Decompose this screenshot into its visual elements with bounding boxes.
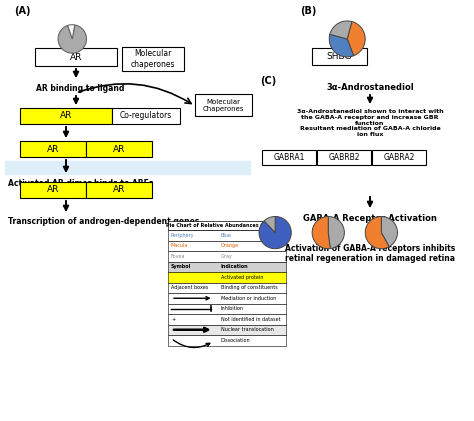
Text: Molecular
Chaperones: Molecular Chaperones bbox=[203, 99, 244, 112]
Text: Orange: Orange bbox=[220, 243, 239, 248]
Text: Activated protein: Activated protein bbox=[220, 275, 263, 280]
Wedge shape bbox=[259, 216, 291, 249]
Text: Nuclear translocation: Nuclear translocation bbox=[220, 327, 273, 332]
Text: Pie Chart of Relative Abundances Color Key:: Pie Chart of Relative Abundances Color K… bbox=[166, 223, 288, 228]
Bar bbox=[168, 230, 286, 240]
Text: Blue: Blue bbox=[220, 233, 231, 238]
Text: Indication: Indication bbox=[220, 264, 248, 269]
Bar bbox=[20, 141, 86, 157]
Text: AR binding to ligand: AR binding to ligand bbox=[36, 84, 124, 93]
Bar bbox=[312, 48, 367, 65]
Bar bbox=[372, 150, 426, 165]
Bar bbox=[168, 272, 286, 282]
Text: (A): (A) bbox=[14, 6, 30, 16]
Text: Gray: Gray bbox=[220, 254, 232, 259]
Text: AR: AR bbox=[60, 112, 72, 120]
Bar bbox=[168, 293, 286, 304]
Wedge shape bbox=[381, 216, 397, 247]
Bar bbox=[20, 108, 112, 124]
Text: GABA-A Receptor Activation: GABA-A Receptor Activation bbox=[303, 214, 437, 223]
Bar bbox=[20, 182, 86, 198]
Bar bbox=[168, 221, 286, 230]
Wedge shape bbox=[347, 21, 365, 56]
Bar bbox=[168, 240, 286, 251]
Text: (C): (C) bbox=[260, 76, 276, 86]
Text: Adjacent boxes: Adjacent boxes bbox=[171, 285, 208, 290]
Bar bbox=[195, 94, 252, 116]
Text: Not identified in dataset: Not identified in dataset bbox=[220, 317, 280, 322]
Text: Periphery: Periphery bbox=[171, 233, 194, 238]
Bar bbox=[168, 335, 286, 346]
Text: (B): (B) bbox=[300, 6, 316, 16]
Text: AR: AR bbox=[70, 53, 82, 61]
Text: GABRA2: GABRA2 bbox=[383, 153, 415, 162]
Text: GABRA1: GABRA1 bbox=[273, 153, 305, 162]
Text: 3α-Androstanediol shown to interact with
the GABA-A receptor and increase GBR
fu: 3α-Androstanediol shown to interact with… bbox=[297, 109, 443, 137]
Bar bbox=[168, 314, 286, 325]
Text: Macula: Macula bbox=[171, 243, 188, 248]
Text: Co-regulators: Co-regulators bbox=[120, 112, 172, 120]
Text: +: + bbox=[171, 317, 175, 322]
Text: AR: AR bbox=[47, 186, 59, 195]
Text: AR: AR bbox=[113, 144, 125, 154]
Text: SHBG: SHBG bbox=[327, 52, 352, 61]
Text: 3α-Androstanediol: 3α-Androstanediol bbox=[326, 83, 414, 92]
Wedge shape bbox=[58, 25, 86, 53]
Text: Symbol: Symbol bbox=[171, 264, 191, 269]
Text: Transcription of androgen-dependent genes: Transcription of androgen-dependent gene… bbox=[8, 217, 200, 226]
Text: Mediation or induction: Mediation or induction bbox=[220, 296, 276, 301]
Bar bbox=[35, 48, 117, 66]
Bar bbox=[168, 251, 286, 261]
Bar bbox=[317, 150, 371, 165]
Text: Fovea: Fovea bbox=[171, 254, 185, 259]
Text: Activated AR dimer binds to AREs: Activated AR dimer binds to AREs bbox=[8, 179, 154, 188]
Bar bbox=[168, 304, 286, 314]
Wedge shape bbox=[312, 216, 330, 249]
Text: Dissociation: Dissociation bbox=[220, 338, 250, 343]
Text: Inhibition: Inhibition bbox=[220, 306, 244, 311]
Text: Activation of GABA-A receptors inhibits
retinal regeneration in damaged retina: Activation of GABA-A receptors inhibits … bbox=[285, 244, 455, 264]
Bar bbox=[168, 325, 286, 335]
Bar bbox=[168, 282, 286, 293]
Bar bbox=[122, 47, 184, 71]
Wedge shape bbox=[328, 216, 344, 248]
Bar bbox=[86, 141, 152, 157]
Bar bbox=[168, 261, 286, 272]
Wedge shape bbox=[330, 21, 352, 39]
Bar bbox=[86, 182, 152, 198]
Bar bbox=[112, 108, 180, 124]
Text: Binding of constituents: Binding of constituents bbox=[220, 285, 277, 290]
Wedge shape bbox=[68, 25, 75, 39]
Text: Molecular
chaperones: Molecular chaperones bbox=[131, 49, 175, 69]
Wedge shape bbox=[264, 216, 275, 232]
Wedge shape bbox=[329, 34, 354, 57]
Text: AR: AR bbox=[47, 144, 59, 154]
Text: GABRB2: GABRB2 bbox=[328, 153, 360, 162]
Bar bbox=[262, 150, 316, 165]
Wedge shape bbox=[365, 216, 389, 249]
Text: AR: AR bbox=[113, 186, 125, 195]
Bar bbox=[5, 161, 250, 174]
